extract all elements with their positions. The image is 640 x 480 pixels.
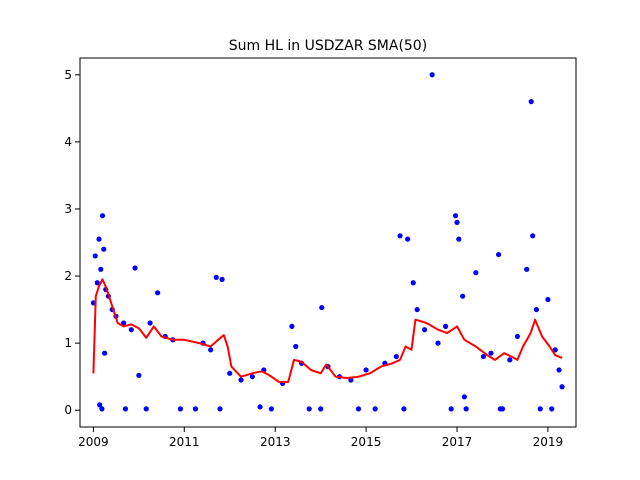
data-point-3 — [96, 236, 102, 242]
data-point-80 — [537, 406, 543, 412]
data-point-75 — [514, 333, 520, 340]
data-point-65 — [460, 293, 466, 299]
data-point-27 — [208, 347, 214, 353]
data-point-34 — [257, 404, 263, 410]
data-point-21 — [155, 290, 161, 296]
data-point-43 — [319, 304, 325, 311]
data-point-70 — [488, 350, 494, 356]
y-axis: 0 1 2 3 4 5 — [64, 68, 80, 417]
data-point-18 — [122, 406, 129, 412]
data-point-74 — [507, 357, 513, 363]
data-point-68 — [473, 270, 479, 276]
data-point-17 — [136, 372, 142, 378]
data-point-49 — [372, 406, 378, 412]
axes-frame — [79, 57, 577, 428]
data-point-57 — [421, 327, 428, 333]
sma-line — [92, 278, 563, 383]
data-point-31 — [227, 370, 233, 376]
data-point-42 — [318, 406, 324, 412]
data-point-61 — [448, 406, 454, 412]
data-point-14 — [121, 320, 127, 326]
data-point-20 — [147, 320, 153, 326]
data-point-81 — [545, 296, 551, 303]
data-point-41 — [306, 406, 312, 412]
data-point-67 — [463, 406, 469, 412]
data-point-69 — [480, 353, 487, 360]
data-point-4 — [98, 266, 104, 272]
data-point-83 — [552, 347, 558, 353]
x-tick-label-5: 2019 — [533, 435, 564, 449]
data-point-48 — [363, 367, 369, 373]
data-point-25 — [192, 406, 199, 412]
data-point-29 — [219, 276, 225, 282]
x-tick-label-2: 2013 — [260, 435, 291, 449]
data-point-36 — [268, 406, 274, 412]
data-point-39 — [293, 343, 299, 350]
data-point-79 — [533, 306, 540, 313]
data-point-24 — [177, 406, 184, 412]
data-point-52 — [397, 233, 403, 239]
data-point-16 — [132, 265, 138, 271]
data-point-78 — [530, 233, 536, 239]
data-point-19 — [143, 406, 149, 412]
data-point-51 — [393, 353, 399, 360]
y-tick-label-1: 1 — [64, 336, 72, 350]
data-point-32 — [238, 377, 244, 383]
data-point-33 — [249, 374, 255, 380]
x-tick-label-4: 2017 — [442, 435, 473, 449]
data-point-15 — [128, 327, 134, 333]
data-point-28 — [213, 274, 219, 280]
x-tick-label-3: 2015 — [351, 435, 382, 449]
data-point-5 — [99, 213, 106, 219]
data-point-60 — [442, 323, 449, 329]
data-point-30 — [217, 406, 223, 412]
data-point-66 — [461, 394, 467, 400]
y-tick-label-5: 5 — [64, 68, 72, 82]
data-point-59 — [435, 340, 441, 346]
data-point-53 — [401, 406, 407, 412]
y-tick-label-2: 2 — [64, 269, 72, 283]
x-tick-label-1: 2011 — [169, 435, 200, 449]
data-point-6 — [101, 246, 107, 252]
data-point-11 — [97, 402, 103, 408]
data-point-13 — [102, 350, 108, 356]
data-point-64 — [456, 236, 462, 242]
data-point-82 — [549, 406, 555, 412]
data-point-63 — [454, 219, 460, 225]
y-tick-label-4: 4 — [64, 135, 72, 149]
data-point-46 — [348, 377, 354, 383]
plot-area — [90, 72, 565, 412]
chart-title: Sum HL in USDZAR SMA(50) — [229, 38, 427, 54]
data-point-85 — [559, 384, 565, 390]
data-point-47 — [355, 406, 362, 412]
y-tick-label-0: 0 — [64, 403, 72, 417]
data-point-73 — [496, 251, 502, 258]
y-tick-label-3: 3 — [64, 202, 72, 216]
x-tick-label-0: 2009 — [78, 435, 109, 449]
data-point-62 — [452, 213, 459, 219]
data-point-58 — [429, 72, 435, 78]
x-axis: 2009 2011 2013 2015 2017 2019 — [78, 427, 563, 449]
data-point-54 — [405, 236, 411, 242]
data-point-76 — [524, 266, 530, 272]
data-point-38 — [289, 323, 295, 329]
data-point-77 — [528, 99, 534, 105]
data-point-72 — [499, 406, 506, 412]
data-point-55 — [410, 280, 416, 286]
data-point-84 — [556, 367, 562, 373]
data-point-12 — [99, 406, 105, 412]
data-point-56 — [414, 306, 420, 313]
data-point-1 — [92, 253, 98, 259]
data-point-2 — [94, 280, 100, 286]
